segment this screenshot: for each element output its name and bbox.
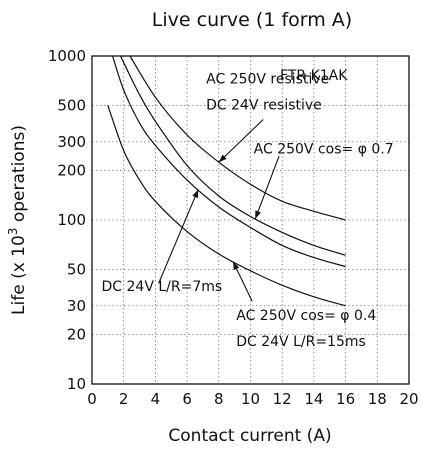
x-tick-label: 18 xyxy=(368,390,387,408)
y-axis-label-suffix: operations) xyxy=(9,125,29,228)
y-tick-label: 1000 xyxy=(48,47,86,65)
x-tick-label: 12 xyxy=(273,390,292,408)
pointer-arrowhead xyxy=(255,210,261,219)
x-tick-label: 20 xyxy=(399,390,418,408)
annotation-text: DC 24V resistive xyxy=(206,97,322,113)
y-tick-label: 10 xyxy=(67,375,86,393)
x-tick-label: 8 xyxy=(214,390,224,408)
y-tick-label: 200 xyxy=(57,162,86,180)
y-axis-label-prefix: Life (x 10 xyxy=(9,235,29,315)
annotation-text: DC 24V L/R=7ms xyxy=(102,279,223,295)
y-tick-label: 300 xyxy=(57,133,86,151)
x-axis-label: Contact current (A) xyxy=(168,426,331,446)
annotation-4: AC 250V cos= φ 0.4 DC 24V L/R=15ms xyxy=(236,308,376,350)
y-tick-label: 30 xyxy=(67,297,86,315)
x-tick-label: 10 xyxy=(241,390,260,408)
annotation-1: AC 250V resistive DC 24V resistive xyxy=(206,71,329,113)
x-tick-label: 6 xyxy=(182,390,192,408)
y-tick-label: 50 xyxy=(67,260,86,278)
chart-title: Live curve (1 form A) xyxy=(152,9,352,31)
y-axis-label-exponent: 3 xyxy=(6,228,20,236)
x-tick-label: 4 xyxy=(151,390,161,408)
series-line-4 xyxy=(107,105,346,307)
pointer-line xyxy=(158,189,199,284)
x-tick-labels: 0 2 4 6 8 10 12 14 16 18 20 xyxy=(87,390,418,408)
x-tick-label: 2 xyxy=(119,390,129,408)
pointer-arrowhead xyxy=(233,261,240,271)
series-line-3 xyxy=(112,55,346,268)
annotation-pointers xyxy=(158,119,280,302)
pointer-line xyxy=(254,155,280,220)
annotation-3: DC 24V L/R=7ms xyxy=(102,279,223,295)
y-tick-label: 500 xyxy=(57,96,86,114)
x-tick-label: 14 xyxy=(304,390,323,408)
annotation-text: AC 250V cos= φ 0.4 xyxy=(236,308,376,324)
curves xyxy=(107,55,346,307)
y-axis-label: Life (x 103 operations) xyxy=(6,125,29,315)
chart-subtitle: FTR-K1AK xyxy=(280,68,348,84)
annotation-text: DC 24V L/R=15ms xyxy=(236,334,366,350)
y-tick-label: 100 xyxy=(57,211,86,229)
annotation-text: AC 250V cos= φ 0.7 xyxy=(254,141,394,157)
annotation-2: AC 250V cos= φ 0.7 xyxy=(254,141,394,157)
series-line-2 xyxy=(119,55,346,256)
y-tick-labels: 10 20 30 50 100 200 300 500 1000 xyxy=(48,47,86,393)
pointer-arrowhead xyxy=(192,189,199,199)
pointer-arrowhead xyxy=(218,154,227,163)
series-line-1 xyxy=(129,55,346,221)
plot-frame xyxy=(91,55,410,385)
y-tick-label: 20 xyxy=(67,326,86,344)
x-tick-label: 16 xyxy=(336,390,355,408)
x-tick-label: 0 xyxy=(87,390,97,408)
pointer-line xyxy=(218,119,264,163)
annotation-text: AC 250V resistive xyxy=(206,71,329,87)
